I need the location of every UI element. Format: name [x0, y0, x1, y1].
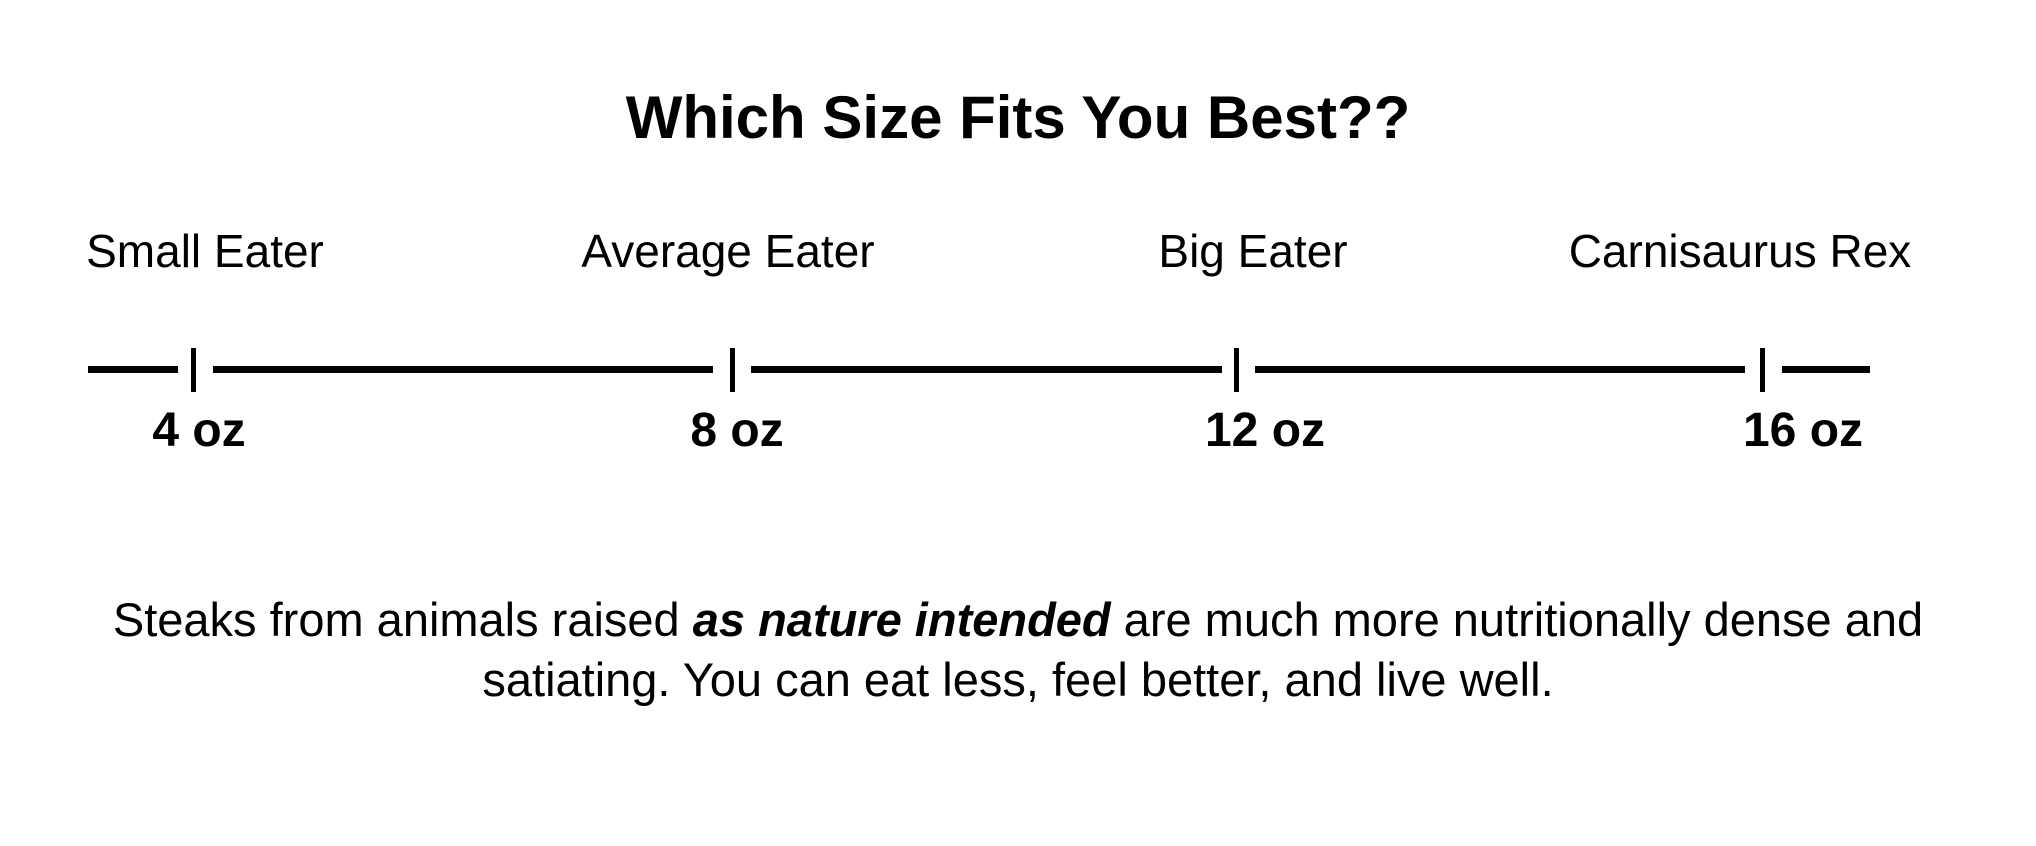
footnote: Steaks from animals raised as nature int…	[68, 590, 1968, 710]
footnote-pre: Steaks from animals raised	[112, 593, 693, 646]
size-label: 12 oz	[1204, 404, 1326, 457]
footnote-emphasis: as nature intended	[692, 593, 1111, 646]
scale-line-segment	[213, 366, 713, 373]
scale-tick	[1760, 348, 1765, 392]
eater-label: Small Eater	[86, 225, 324, 277]
footnote-post: are much more nutritionally dense and sa…	[482, 593, 1924, 706]
scale-tick	[730, 348, 735, 392]
eater-label: Average Eater	[581, 225, 875, 277]
scale-line-segment	[88, 366, 178, 373]
eater-label: Carnisaurus Rex	[1568, 225, 1912, 277]
scale-tick	[191, 348, 196, 392]
size-label: 4 oz	[152, 404, 246, 457]
page-title: Which Size Fits You Best??	[625, 84, 1411, 151]
size-label: 16 oz	[1742, 404, 1864, 457]
scale-tick	[1234, 348, 1239, 392]
eater-label: Big Eater	[1158, 225, 1348, 277]
scale-line-segment	[1255, 366, 1745, 373]
size-label: 8 oz	[690, 404, 784, 457]
scale-line-segment	[1782, 366, 1870, 373]
scale-line-segment	[751, 366, 1222, 373]
